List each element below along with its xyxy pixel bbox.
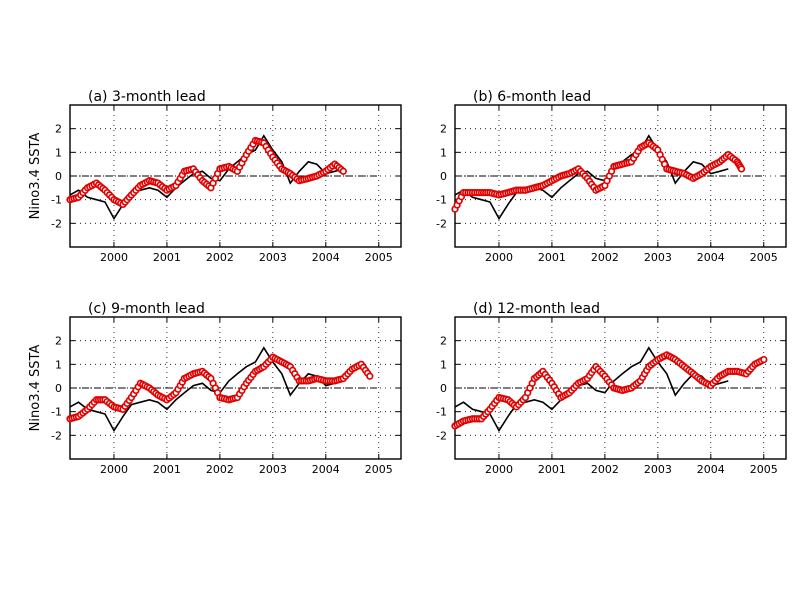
x-tick-label: 2004 [697,251,725,264]
y-tick-label: -1 [51,406,62,419]
y-tick-label: 1 [440,358,447,371]
panel-a: 2000 2001 2002 2003 2004 2005 -2 -1 0 1 2 (a) 3-mon… [28,89,402,264]
panel-title: (b) 6-month lead [473,89,591,105]
y-tick-label: 0 [440,382,447,395]
y-tick-label: -2 [51,429,62,442]
forecast-point [737,165,746,173]
x-tick-label: 2000 [100,463,128,476]
y-tick-label: 1 [55,358,62,371]
x-tick-label: 2004 [312,251,340,264]
x-tick-label: 2002 [206,251,234,264]
panel-c: 2000 2001 2002 2003 2004 2005 -2 -1 0 1 2 (c) 9-mon… [28,301,402,476]
x-tick-label: 2004 [312,463,340,476]
panel-b: 2000 2001 2002 2003 2004 2005 -2 -1 0 1 2 (b) 6-mon… [436,89,787,264]
observed-series-line [69,346,344,433]
panel-title: (a) 3-month lead [88,89,206,105]
x-tick-label: 2001 [153,463,181,476]
y-axis-label: Nino3.4 SSTA [28,345,43,432]
x-tick-label: 2005 [750,463,778,476]
y-tick-label: -1 [51,194,62,207]
x-tick-label: 2005 [365,251,393,264]
y-tick-label: 0 [55,170,62,183]
x-tick-label: 2002 [591,251,619,264]
x-tick-label: 2000 [485,463,513,476]
forecast-point [366,372,374,380]
y-tick-label: 2 [55,335,62,348]
x-tick-label: 2003 [259,463,287,476]
observed-series-line [454,346,729,433]
x-tick-label: 2000 [485,251,513,264]
x-tick-label: 2002 [206,463,234,476]
panel-title: (d) 12-month lead [473,301,600,317]
x-tick-label: 2002 [591,463,619,476]
y-tick-label: -1 [436,194,447,207]
y-tick-label: 1 [440,146,447,159]
panel-title: (c) 9-month lead [88,301,205,317]
y-tick-label: -2 [436,429,447,442]
x-tick-label: 2003 [644,463,672,476]
y-tick-label: 2 [440,335,447,348]
x-tick-label: 2000 [100,251,128,264]
x-tick-label: 2003 [644,251,672,264]
x-tick-label: 2001 [538,463,566,476]
x-tick-label: 2004 [697,463,725,476]
forecast-point [760,355,768,364]
y-tick-label: -2 [51,217,62,230]
x-tick-label: 2003 [259,251,287,264]
observed-series-line [69,134,344,221]
y-tick-label: -2 [436,217,447,230]
x-tick-label: 2005 [365,463,393,476]
y-tick-label: 1 [55,146,62,159]
x-tick-label: 2005 [750,251,778,264]
y-tick-label: 2 [55,123,62,136]
x-tick-label: 2001 [153,251,181,264]
forecast-point [339,167,347,175]
y-tick-label: -1 [436,406,447,419]
panel-d: 2000 2001 2002 2003 2004 2005 -2 -1 0 1 2 (d) 12-mo… [436,301,787,476]
y-tick-label: 2 [440,123,447,136]
y-tick-label: 0 [55,382,62,395]
y-tick-label: 0 [440,170,447,183]
y-axis-label: Nino3.4 SSTA [28,133,43,220]
x-tick-label: 2001 [538,251,566,264]
